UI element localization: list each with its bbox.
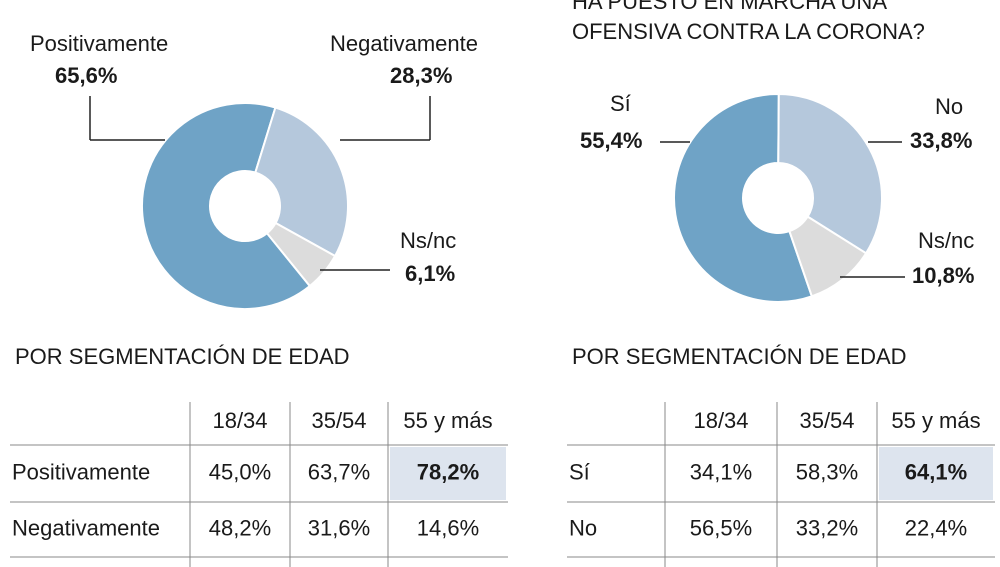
chart-title: HA PUESTO EN MARCHA UNA — [572, 0, 887, 14]
table-cell: 56,5% — [690, 515, 752, 540]
slice-label: Negativamente — [330, 31, 478, 56]
slice-label: Ns/nc — [400, 228, 456, 253]
table-cell: 63,7% — [308, 459, 370, 484]
table-title: POR SEGMENTACIÓN DE EDAD — [572, 344, 907, 369]
slice-label: No — [935, 94, 963, 119]
column-header: 18/34 — [212, 408, 267, 433]
table-cell: 64,1% — [905, 459, 967, 484]
row-label: No — [569, 515, 597, 540]
table-cell: 33,2% — [796, 515, 858, 540]
table-cell: 45,0% — [209, 459, 271, 484]
highlight-cell — [879, 447, 993, 500]
chart-title: OFENSIVA CONTRA LA CORONA? — [572, 19, 925, 44]
column-header: 35/54 — [799, 408, 854, 433]
row-label: Positivamente — [12, 459, 150, 484]
table-cell: 48,2% — [209, 515, 271, 540]
table-cell: 78,2% — [417, 459, 479, 484]
donut-slice — [788, 215, 868, 298]
highlight-cell — [390, 447, 506, 500]
slice-value: 55,4% — [580, 128, 642, 153]
column-header: 35/54 — [311, 408, 366, 433]
column-header: 55 y más — [403, 408, 492, 433]
donut-slice — [777, 92, 883, 255]
slice-value: 10,8% — [912, 263, 974, 288]
slice-label: Positivamente — [30, 31, 168, 56]
slice-label: Ns/nc — [918, 228, 974, 253]
table-cell: 34,1% — [690, 459, 752, 484]
donut-slice — [141, 102, 312, 310]
table-title: POR SEGMENTACIÓN DE EDAD — [15, 344, 350, 369]
donut-slice — [265, 221, 337, 288]
row-label: Sí — [569, 459, 590, 484]
slice-label: Sí — [610, 91, 631, 116]
donut-slice — [254, 106, 349, 258]
slice-value: 28,3% — [390, 63, 452, 88]
table-cell: 14,6% — [417, 515, 479, 540]
slice-value: 65,6% — [55, 63, 117, 88]
row-label: Negativamente — [12, 515, 160, 540]
column-header: 55 y más — [891, 408, 980, 433]
slice-value: 33,8% — [910, 128, 972, 153]
table-cell: 31,6% — [308, 515, 370, 540]
column-header: 18/34 — [693, 408, 748, 433]
slice-value: 6,1% — [405, 261, 455, 286]
table-cell: 58,3% — [796, 459, 858, 484]
table-cell: 22,4% — [905, 515, 967, 540]
